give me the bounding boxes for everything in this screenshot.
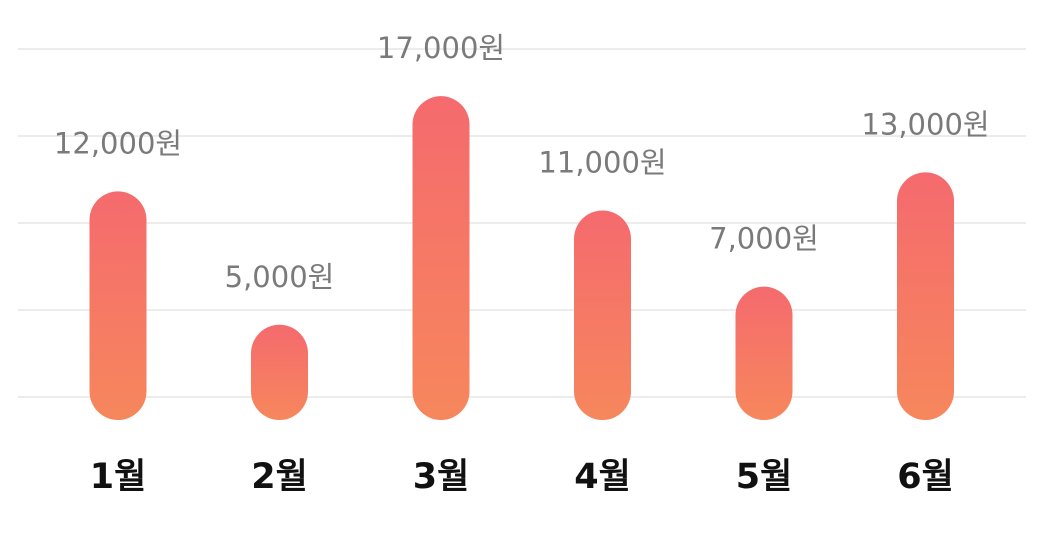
bar-5 bbox=[735, 286, 793, 420]
grid-lines bbox=[18, 48, 1026, 398]
category-label-3: 3월 bbox=[413, 457, 470, 497]
value-label-3: 17,000원 bbox=[377, 31, 505, 65]
bar-4 bbox=[574, 210, 631, 420]
value-label-5: 7,000원 bbox=[709, 222, 819, 256]
value-label-1: 12,000원 bbox=[54, 126, 182, 160]
value-label-2: 5,000원 bbox=[225, 260, 335, 294]
category-label-1: 1월 bbox=[90, 457, 147, 497]
category-labels: 1월 2월 3월 4월 5월 6월 bbox=[90, 457, 954, 497]
bar-6 bbox=[897, 172, 954, 420]
category-label-2: 2월 bbox=[251, 457, 308, 497]
bars bbox=[89, 96, 954, 421]
bar-3 bbox=[412, 96, 470, 421]
category-label-5: 5월 bbox=[736, 457, 793, 497]
category-label-6: 6월 bbox=[897, 457, 954, 497]
value-label-6: 13,000원 bbox=[861, 107, 989, 141]
category-label-4: 4월 bbox=[574, 457, 631, 497]
bar-1 bbox=[89, 191, 147, 420]
value-label-4: 11,000원 bbox=[538, 145, 666, 179]
bar-2 bbox=[251, 324, 308, 420]
value-labels: 12,000원 5,000원 17,000원 11,000원 7,000원 13,000원 bbox=[54, 31, 990, 294]
